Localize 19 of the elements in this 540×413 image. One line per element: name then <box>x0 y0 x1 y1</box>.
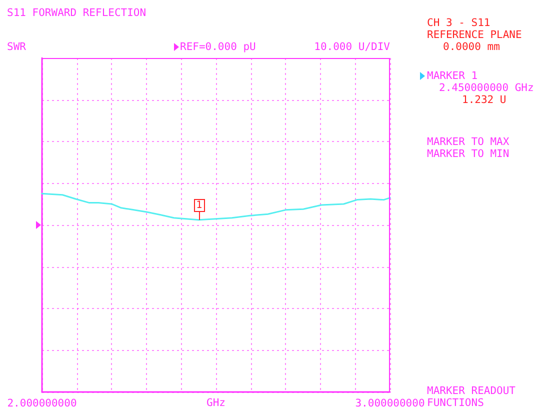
text: 0.0000 mm <box>443 41 500 53</box>
text: MARKER READOUT <box>427 385 516 397</box>
marker-flag: 1 <box>194 198 205 220</box>
x-axis-title: GHz <box>206 397 226 409</box>
text: MARKER TO MAX <box>427 136 510 148</box>
x-tick-label: 3.000000000 <box>355 398 425 410</box>
text: REFERENCE PLANE <box>427 29 522 41</box>
text: 10.000 U/DIV <box>314 41 390 53</box>
text: FUNCTIONS <box>427 397 484 409</box>
text: CH 3 - S11 <box>427 17 490 29</box>
text: 1.232 U <box>462 94 506 106</box>
text: SWR <box>7 41 26 53</box>
annotation: 1 <box>194 198 205 212</box>
text: 2.450000000 GHz <box>439 82 534 94</box>
chart-title: S11 FORWARD REFLECTION <box>7 7 146 19</box>
text: MARKER TO MIN <box>427 148 510 160</box>
text: MARKER 1 <box>427 70 478 82</box>
x-tick-label: 2.000000000 <box>7 398 77 410</box>
text: REF=0.000 pU <box>180 41 256 53</box>
